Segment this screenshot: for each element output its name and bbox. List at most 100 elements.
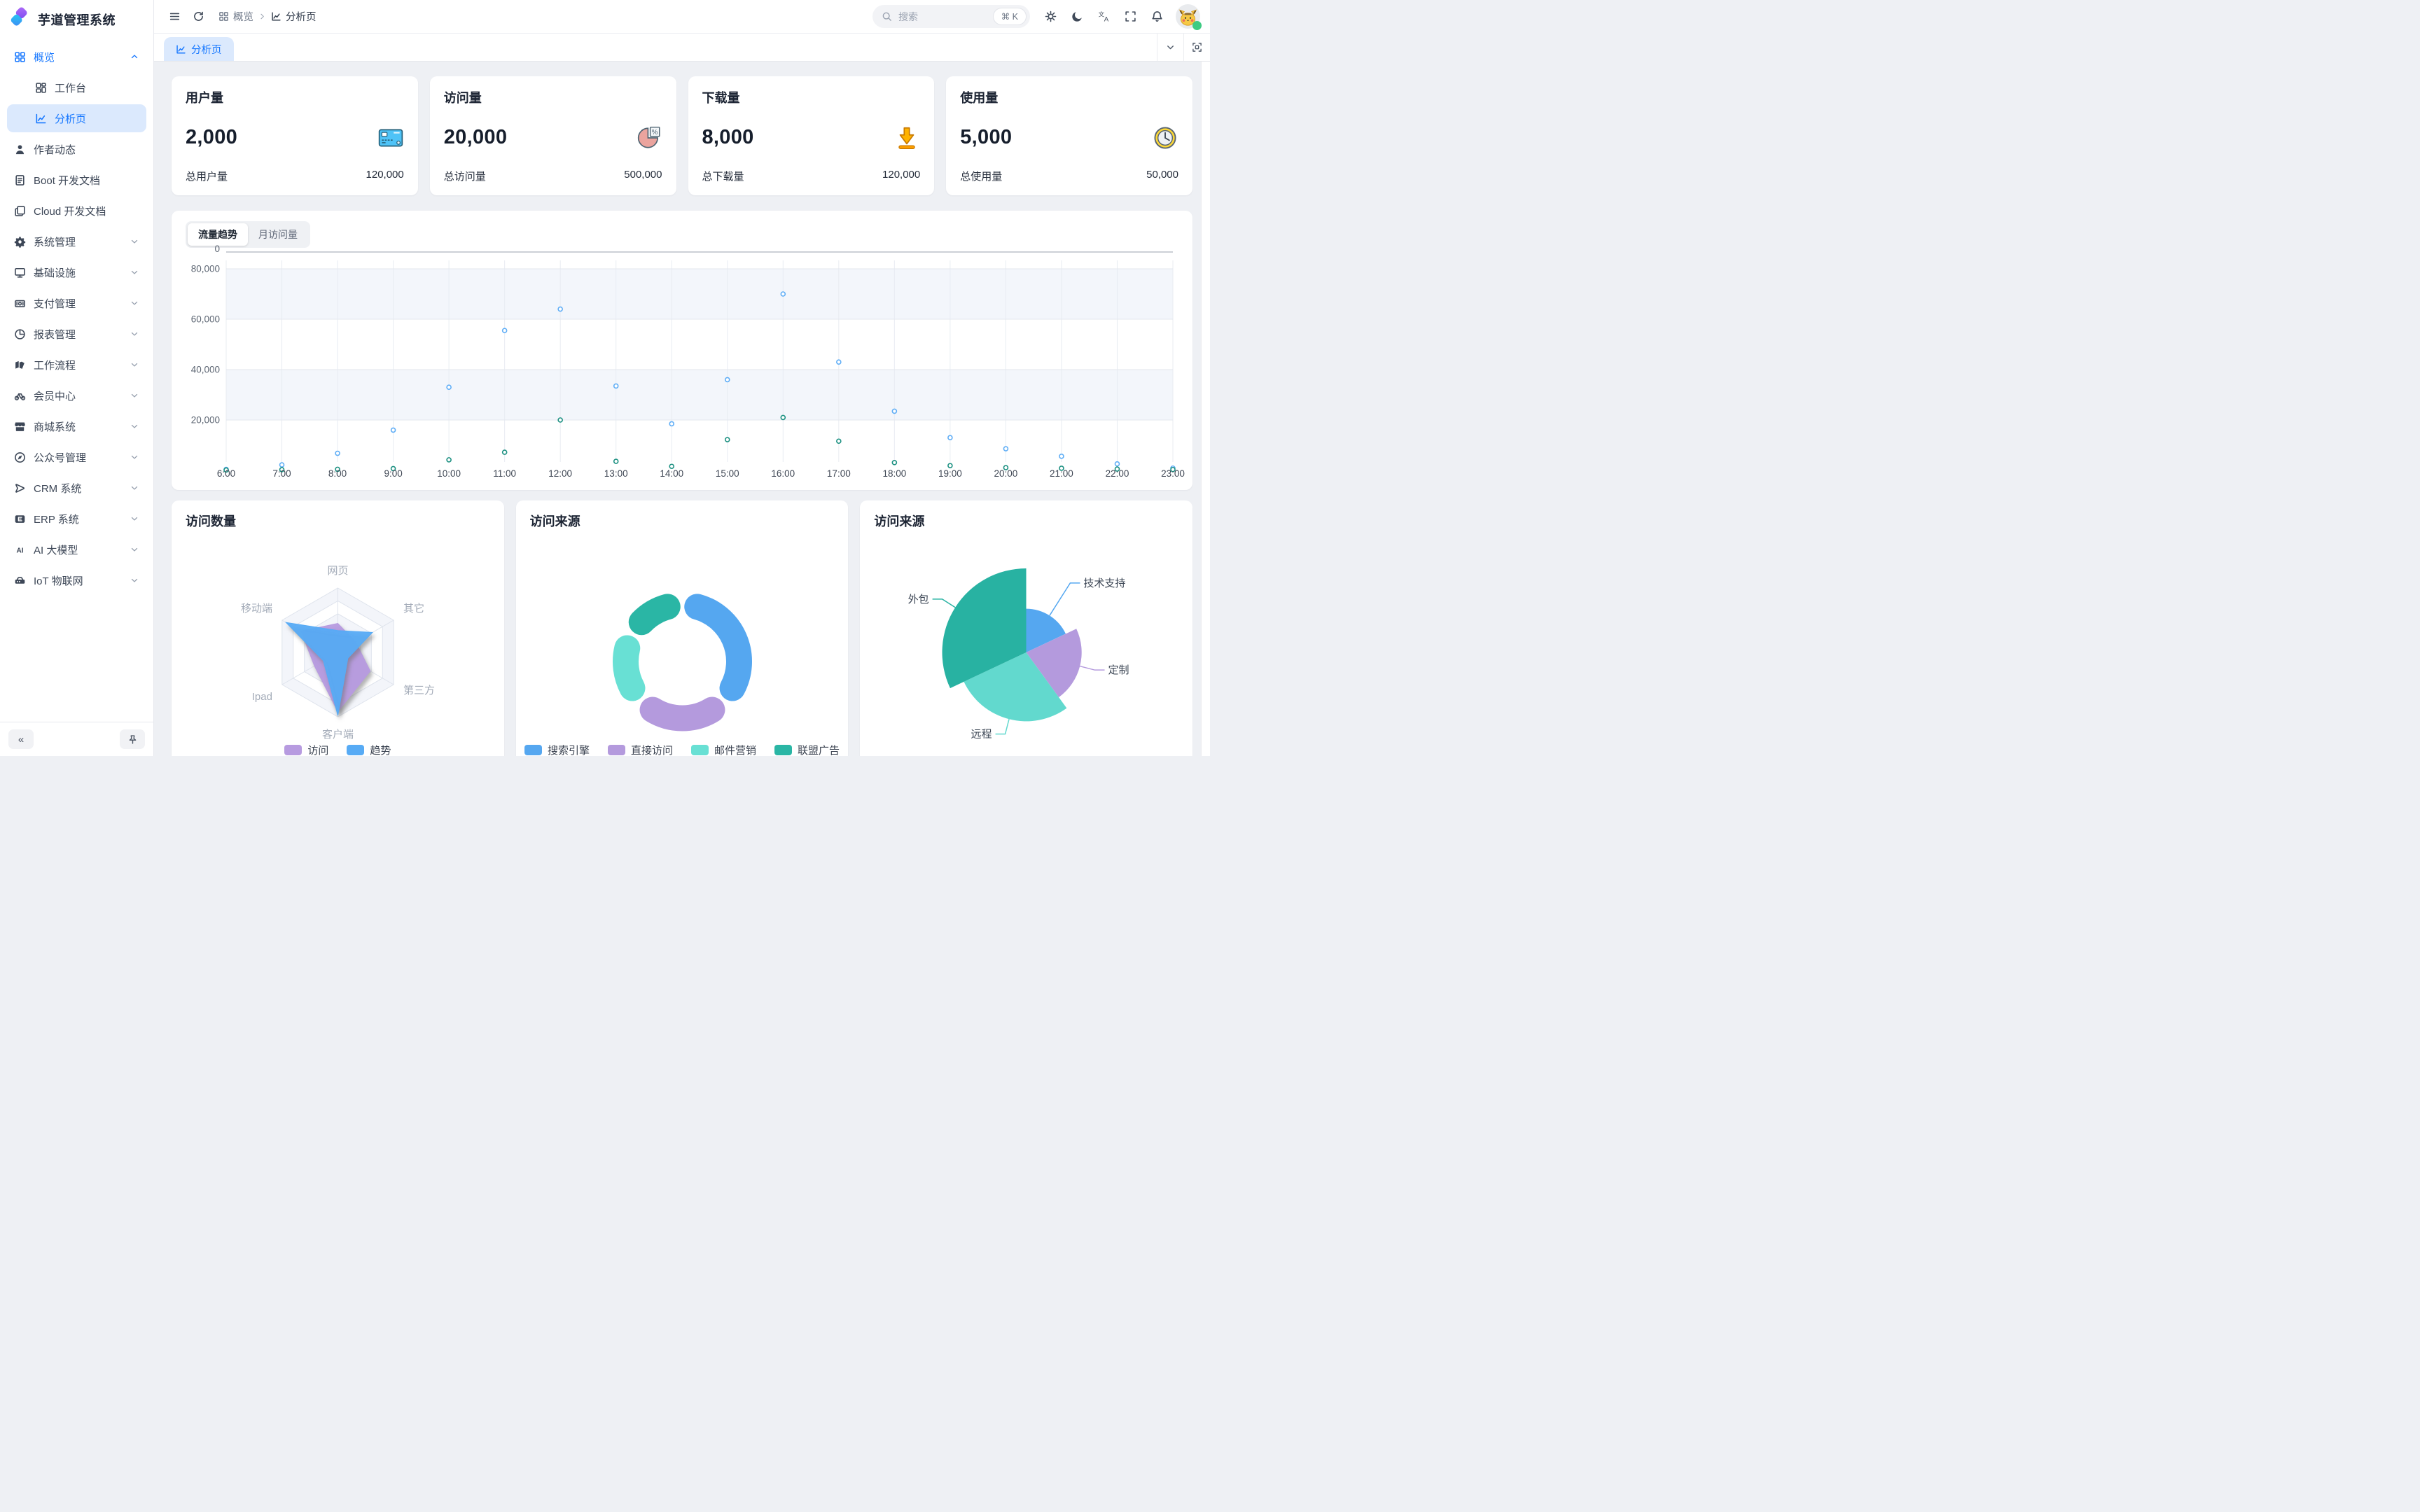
logo-icon — [11, 7, 27, 26]
stat-card-total-label: 总下载量 — [702, 171, 744, 183]
sidebar-item-3[interactable]: Cloud 开发文档 — [7, 197, 146, 225]
sidebar-item-label: Cloud 开发文档 — [34, 205, 106, 218]
trend-tab-流量趋势[interactable]: 流量趋势 — [188, 223, 248, 246]
sidebar-item-0[interactable]: 概览 — [7, 43, 146, 71]
sidebar-item-11[interactable]: 公众号管理 — [7, 443, 146, 471]
visit-source-donut-chart[interactable] — [516, 531, 849, 756]
chart-line-icon — [36, 113, 46, 123]
app-logo[interactable]: 芋道管理系统 — [0, 0, 153, 38]
tabbar-chevron-down-button[interactable] — [1157, 34, 1183, 61]
legend-item-搜索引擎[interactable]: 搜索引擎 — [524, 743, 590, 756]
stat-card-total-label: 总访问量 — [443, 171, 486, 183]
sidebar-subitem-label: 工作台 — [55, 82, 87, 94]
sidebar-item-label: 公众号管理 — [34, 451, 87, 464]
chart-line-icon — [272, 12, 281, 21]
scrollbar[interactable] — [1201, 62, 1210, 756]
sidebar-item-4[interactable]: 系统管理 — [7, 227, 146, 255]
stat-card-total-value: 120,000 — [366, 169, 404, 181]
sidebar-item-14[interactable]: AI AI 大模型 — [7, 536, 146, 564]
tabbar-maximize-button[interactable] — [1183, 34, 1210, 61]
stat-card-total-label: 总用户量 — [186, 171, 228, 183]
legend-swatch — [347, 745, 365, 755]
visit-source-rose-chart[interactable]: 技术支持 定制 远程 外包 — [860, 531, 1192, 756]
legend-item-趋势[interactable]: 趋势 — [347, 743, 391, 756]
moon-icon — [1071, 12, 1082, 22]
sidebar-subitem-0-1[interactable]: 分析页 — [7, 104, 146, 132]
sidebar-item-8[interactable]: 工作流程 — [7, 351, 146, 379]
svg-text:其它: 其它 — [403, 602, 424, 615]
sidebar-item-13[interactable]: ERP 系统 — [7, 505, 146, 533]
stat-card-title: 使用量 — [960, 91, 999, 105]
fullscreen-button[interactable] — [1120, 6, 1141, 27]
svg-text:9:00: 9:00 — [384, 468, 402, 479]
refresh-button[interactable] — [188, 6, 209, 27]
search-input[interactable]: 搜索 ⌘ K — [872, 5, 1030, 28]
sidebar-item-label: 商城系统 — [34, 421, 76, 433]
trend-tab-月访问量[interactable]: 月访问量 — [248, 223, 308, 246]
sidebar-menu: 概览工作台分析页作者动态 Boot 开发文档 Cloud 开发文档系统管理基础设施支… — [0, 38, 153, 722]
legend-item-访问[interactable]: 访问 — [284, 743, 328, 756]
sidebar-item-9[interactable]: 会员中心 — [7, 382, 146, 410]
svg-text:文: 文 — [1098, 11, 1104, 18]
online-status-dot — [1192, 21, 1202, 30]
legend-item-邮件营销[interactable]: 邮件营销 — [690, 743, 756, 756]
sidebar-item-12[interactable]: CRM 系统 — [7, 474, 146, 502]
svg-text:%: % — [651, 129, 658, 136]
svg-text:19:00: 19:00 — [938, 468, 962, 479]
tabbar-actions — [1157, 34, 1210, 61]
breadcrumb: 概览 分析页 — [218, 9, 317, 24]
visit-source-rose-panel: 访问来源 技术支持 定制 远程 外包 — [860, 500, 1192, 756]
sidebar-subitem-0-0[interactable]: 工作台 — [7, 74, 146, 102]
avatar[interactable] — [1176, 4, 1202, 30]
svg-text:A: A — [1104, 15, 1108, 23]
svg-text:80,000: 80,000 — [191, 264, 220, 274]
moon-button[interactable] — [1066, 6, 1087, 27]
credit-card-stat-icon — [378, 129, 403, 146]
svg-text:客户端: 客户端 — [322, 729, 354, 741]
sidebar-item-5[interactable]: 基础设施 — [7, 258, 146, 286]
hamburger-icon — [169, 13, 179, 20]
sidebar-item-label: 基础设施 — [34, 267, 76, 279]
svg-text:12:00: 12:00 — [548, 468, 572, 479]
svg-text:22:00: 22:00 — [1106, 468, 1129, 479]
sidebar-item-2[interactable]: Boot 开发文档 — [7, 166, 146, 194]
clock-stat-icon — [1154, 126, 1176, 149]
stat-card-total-value: 120,000 — [882, 169, 921, 181]
settings-gear-button[interactable] — [1040, 6, 1061, 27]
overview-grid-icon — [219, 12, 228, 21]
breadcrumb-item-0[interactable]: 概览 — [218, 9, 253, 24]
sidebar-item-6[interactable]: 支付管理 — [7, 289, 146, 317]
svg-text:6:00: 6:00 — [217, 468, 235, 479]
traffic-trend-chart[interactable]: 0 20,000 40,000 60,000 80,000 6:00 7:00 8:00 9:0… — [186, 244, 1185, 483]
bell-button[interactable] — [1146, 6, 1167, 27]
chevron-down-icon — [131, 301, 138, 305]
sidebar-item-15[interactable]: IoT 物联网 — [7, 566, 146, 594]
chevron-up-icon — [131, 55, 138, 59]
tab-分析页[interactable]: 分析页 — [164, 37, 234, 61]
breadcrumb-item-1[interactable]: 分析页 — [271, 9, 317, 24]
visit-source-donut-panel: 访问来源 搜索引擎 直接访问 邮件营销 联盟广告 — [515, 500, 849, 756]
search-placeholder: 搜索 — [898, 10, 918, 22]
monitor-icon — [15, 267, 25, 278]
legend-item-联盟广告[interactable]: 联盟广告 — [774, 743, 840, 756]
chevron-down-icon — [131, 239, 138, 244]
legend-item-直接访问[interactable]: 直接访问 — [607, 743, 673, 756]
fullscreen-icon — [1125, 11, 1136, 22]
chevron-down-icon — [131, 547, 138, 552]
sidebar-item-7[interactable]: 报表管理 — [7, 320, 146, 348]
svg-text:定制: 定制 — [1108, 664, 1129, 676]
sidebar-item-label: Boot 开发文档 — [34, 174, 101, 187]
visit-count-radar-chart[interactable]: 网页 其它 第三方 客户端 Ipad 移动端 — [172, 531, 504, 756]
overview-grid-icon — [15, 51, 25, 62]
sidebar-collapse-button[interactable]: « — [8, 729, 34, 749]
sidebar: 芋道管理系统 概览工作台分析页作者动态 Boot 开发文档 Cloud 开发文档系统… — [0, 0, 154, 756]
sidebar-pin-button[interactable] — [120, 729, 145, 749]
sidebar-item-1[interactable]: 作者动态 — [7, 135, 146, 163]
stat-card-title: 用户量 — [186, 91, 223, 105]
sidebar-item-10[interactable]: 商城系统 — [7, 412, 146, 440]
menu-toggle-button[interactable] — [164, 6, 185, 27]
panel-title: 访问来源 — [874, 514, 925, 528]
stat-card-3: 使用量 5,000 总使用量 50,000 — [946, 76, 1192, 195]
